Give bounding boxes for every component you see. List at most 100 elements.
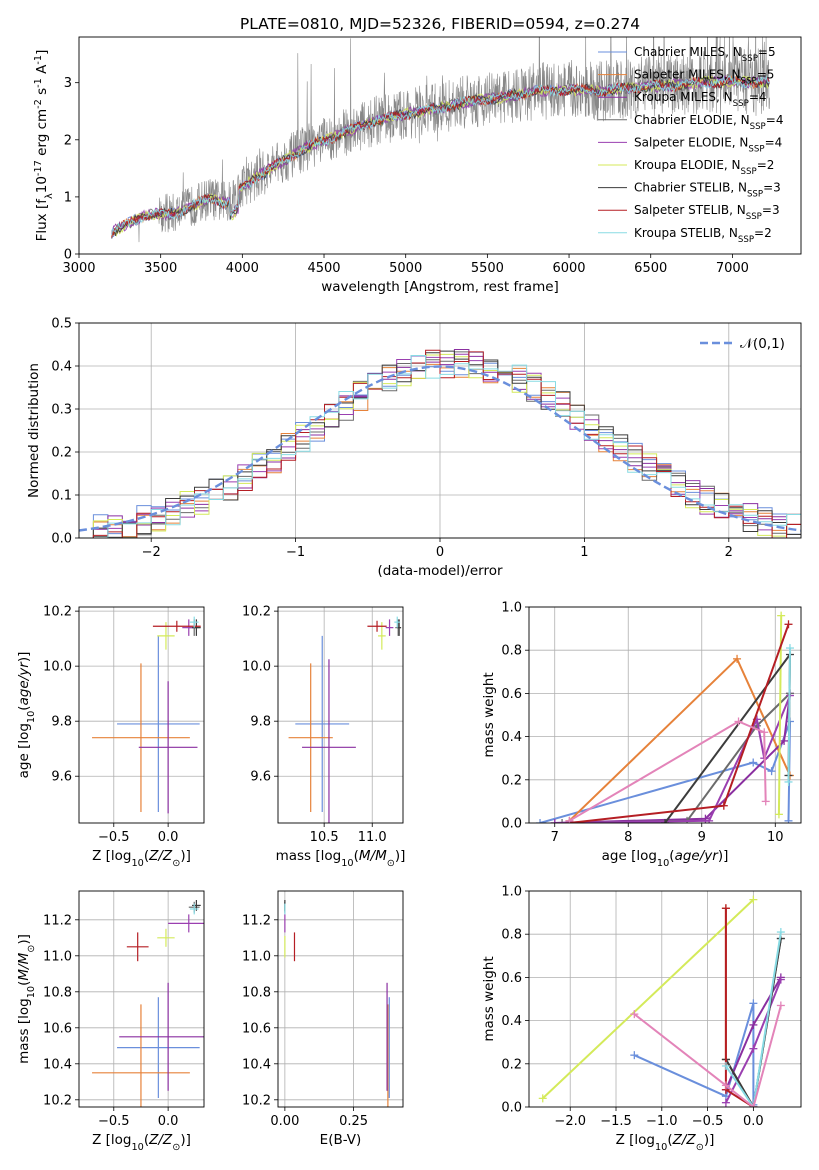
- weight-marker: [776, 928, 785, 937]
- legend-label: Salpeter STELIB, NSSP=3: [634, 203, 780, 222]
- weight-marker: [780, 736, 789, 745]
- weight-line: [542, 898, 755, 1100]
- axes-frame: [78, 890, 205, 1108]
- x-tick-label: −2: [142, 545, 161, 560]
- figure-title: PLATE=0810, MJD=52326, FIBERID=0594, z=0…: [240, 15, 640, 33]
- x-tick-label: 3500: [144, 261, 177, 276]
- y-tick-label: 0.0: [501, 817, 522, 832]
- residual-histogram: [79, 349, 801, 538]
- y-axis-label: mass [log10(M/M⊙)]: [16, 934, 37, 1064]
- x-axis-label: Z [log10(Z/Z⊙)]: [92, 848, 191, 869]
- weight-marker: [749, 1020, 758, 1029]
- y-tick-label: 10.0: [242, 660, 271, 675]
- plot-area: [79, 349, 801, 538]
- y-axis-label: mass weight: [481, 672, 497, 757]
- x-tick-label: 4000: [226, 261, 259, 276]
- plot-area: [536, 611, 794, 823]
- x-tick-label: 10: [767, 830, 784, 845]
- weight-marker: [721, 1061, 730, 1070]
- error-bar: [385, 619, 394, 636]
- model-spectrum: [111, 75, 770, 238]
- error-bar: [92, 663, 190, 812]
- x-tick-label: 1: [580, 545, 588, 560]
- axes-frame: [78, 322, 802, 539]
- weight-marker: [749, 1044, 758, 1053]
- error-bar: [189, 903, 199, 915]
- x-tick-label: −2.0: [554, 1114, 586, 1129]
- legend: 𝒩(0,1): [700, 336, 785, 352]
- y-tick-label: 9.6: [51, 770, 72, 785]
- legend-label: Salpeter MILES, NSSP=5: [634, 68, 774, 87]
- x-tick-label: 5000: [389, 261, 422, 276]
- plot-area: [92, 900, 204, 1107]
- y-tick-label: 0.0: [501, 1101, 522, 1116]
- error-bar: [168, 914, 204, 933]
- weight-marker: [630, 1010, 639, 1019]
- plot-area: [92, 616, 201, 814]
- legend-label: Chabrier MILES, NSSP=5: [634, 45, 776, 64]
- y-tick-label: 9.8: [51, 715, 72, 730]
- weight-marker: [719, 801, 728, 810]
- x-tick-label: 8: [624, 830, 632, 845]
- x-axis-label: Z [log10(Z/Z⊙)]: [92, 1132, 191, 1153]
- x-tick-label: −0.5: [98, 830, 130, 845]
- legend: Chabrier MILES, NSSP=5 Salpeter MILES, NS…: [598, 45, 783, 245]
- y-tick-label: 11.0: [242, 949, 271, 964]
- weight-marker: [565, 816, 574, 823]
- weight-marker: [774, 810, 783, 819]
- axes-frame: [528, 606, 802, 824]
- error-bar: [394, 616, 401, 628]
- weight-marker: [536, 819, 545, 823]
- y-tick-label: 1.0: [501, 885, 522, 900]
- weight-marker: [550, 819, 559, 823]
- weight-marker: [733, 654, 742, 663]
- axes-frame: [528, 890, 802, 1108]
- weight-marker: [721, 1081, 730, 1090]
- chart-weight_vs_Z: −2.0 −1.5 −1.0 −0.5 0.0 0.0 0.2 0.4 0.6 0.8 1.0 Z […: [481, 885, 802, 1153]
- weight-marker: [761, 797, 770, 806]
- error-bar: [126, 932, 149, 962]
- weight-marker: [721, 904, 730, 913]
- x-tick-label: 7000: [716, 261, 749, 276]
- y-tick-label: 0.0: [51, 532, 72, 547]
- legend-label: Kroupa STELIB, NSSP=2: [634, 226, 772, 245]
- x-tick-label: 5500: [471, 261, 504, 276]
- weight-marker: [760, 728, 769, 737]
- y-tick-label: 0.2: [501, 1057, 522, 1072]
- error-bar: [117, 997, 200, 1098]
- weight-marker: [749, 758, 758, 767]
- x-tick-label: 6000: [552, 261, 585, 276]
- x-tick-label: 6500: [634, 261, 667, 276]
- x-tick-label: −0.5: [98, 1114, 130, 1129]
- x-tick-label: 11.0: [358, 830, 387, 845]
- weight-marker: [777, 611, 786, 620]
- x-tick-label: 3000: [62, 261, 95, 276]
- x-tick-label: 0.25: [339, 1114, 368, 1129]
- weight-marker: [784, 777, 793, 786]
- plot-area: [284, 900, 390, 1107]
- y-tick-label: 10.0: [43, 660, 72, 675]
- error-bar: [92, 1004, 190, 1107]
- error-bar: [367, 620, 387, 632]
- weight-marker: [776, 975, 785, 984]
- error-bar: [157, 928, 175, 947]
- legend-label: 𝒩(0,1): [740, 336, 785, 352]
- y-tick-label: 0.8: [501, 928, 522, 943]
- y-tick-label: 10.8: [43, 985, 72, 1000]
- y-tick-label: 11.2: [242, 913, 271, 928]
- weight-marker: [785, 644, 794, 653]
- gridlines: [278, 607, 403, 823]
- weight-marker: [749, 999, 758, 1008]
- x-tick-label: 4500: [307, 261, 340, 276]
- weight-line: [633, 1005, 782, 1107]
- weight-marker: [630, 1051, 639, 1060]
- x-tick-label: 2: [725, 545, 733, 560]
- y-tick-label: 10.6: [43, 1021, 72, 1036]
- x-tick-label: 0.0: [158, 1114, 179, 1129]
- chart-mass_vs_Z: −0.5 0.0 10.2 10.4 10.6 10.8 11.0 11.2 Z [log10(…: [16, 890, 205, 1153]
- weight-line: [568, 720, 767, 822]
- weight-marker: [749, 895, 758, 904]
- x-tick-label: 9: [698, 830, 706, 845]
- weight-marker: [661, 819, 669, 823]
- y-axis-label: age [log10(age/yr)]: [16, 652, 37, 779]
